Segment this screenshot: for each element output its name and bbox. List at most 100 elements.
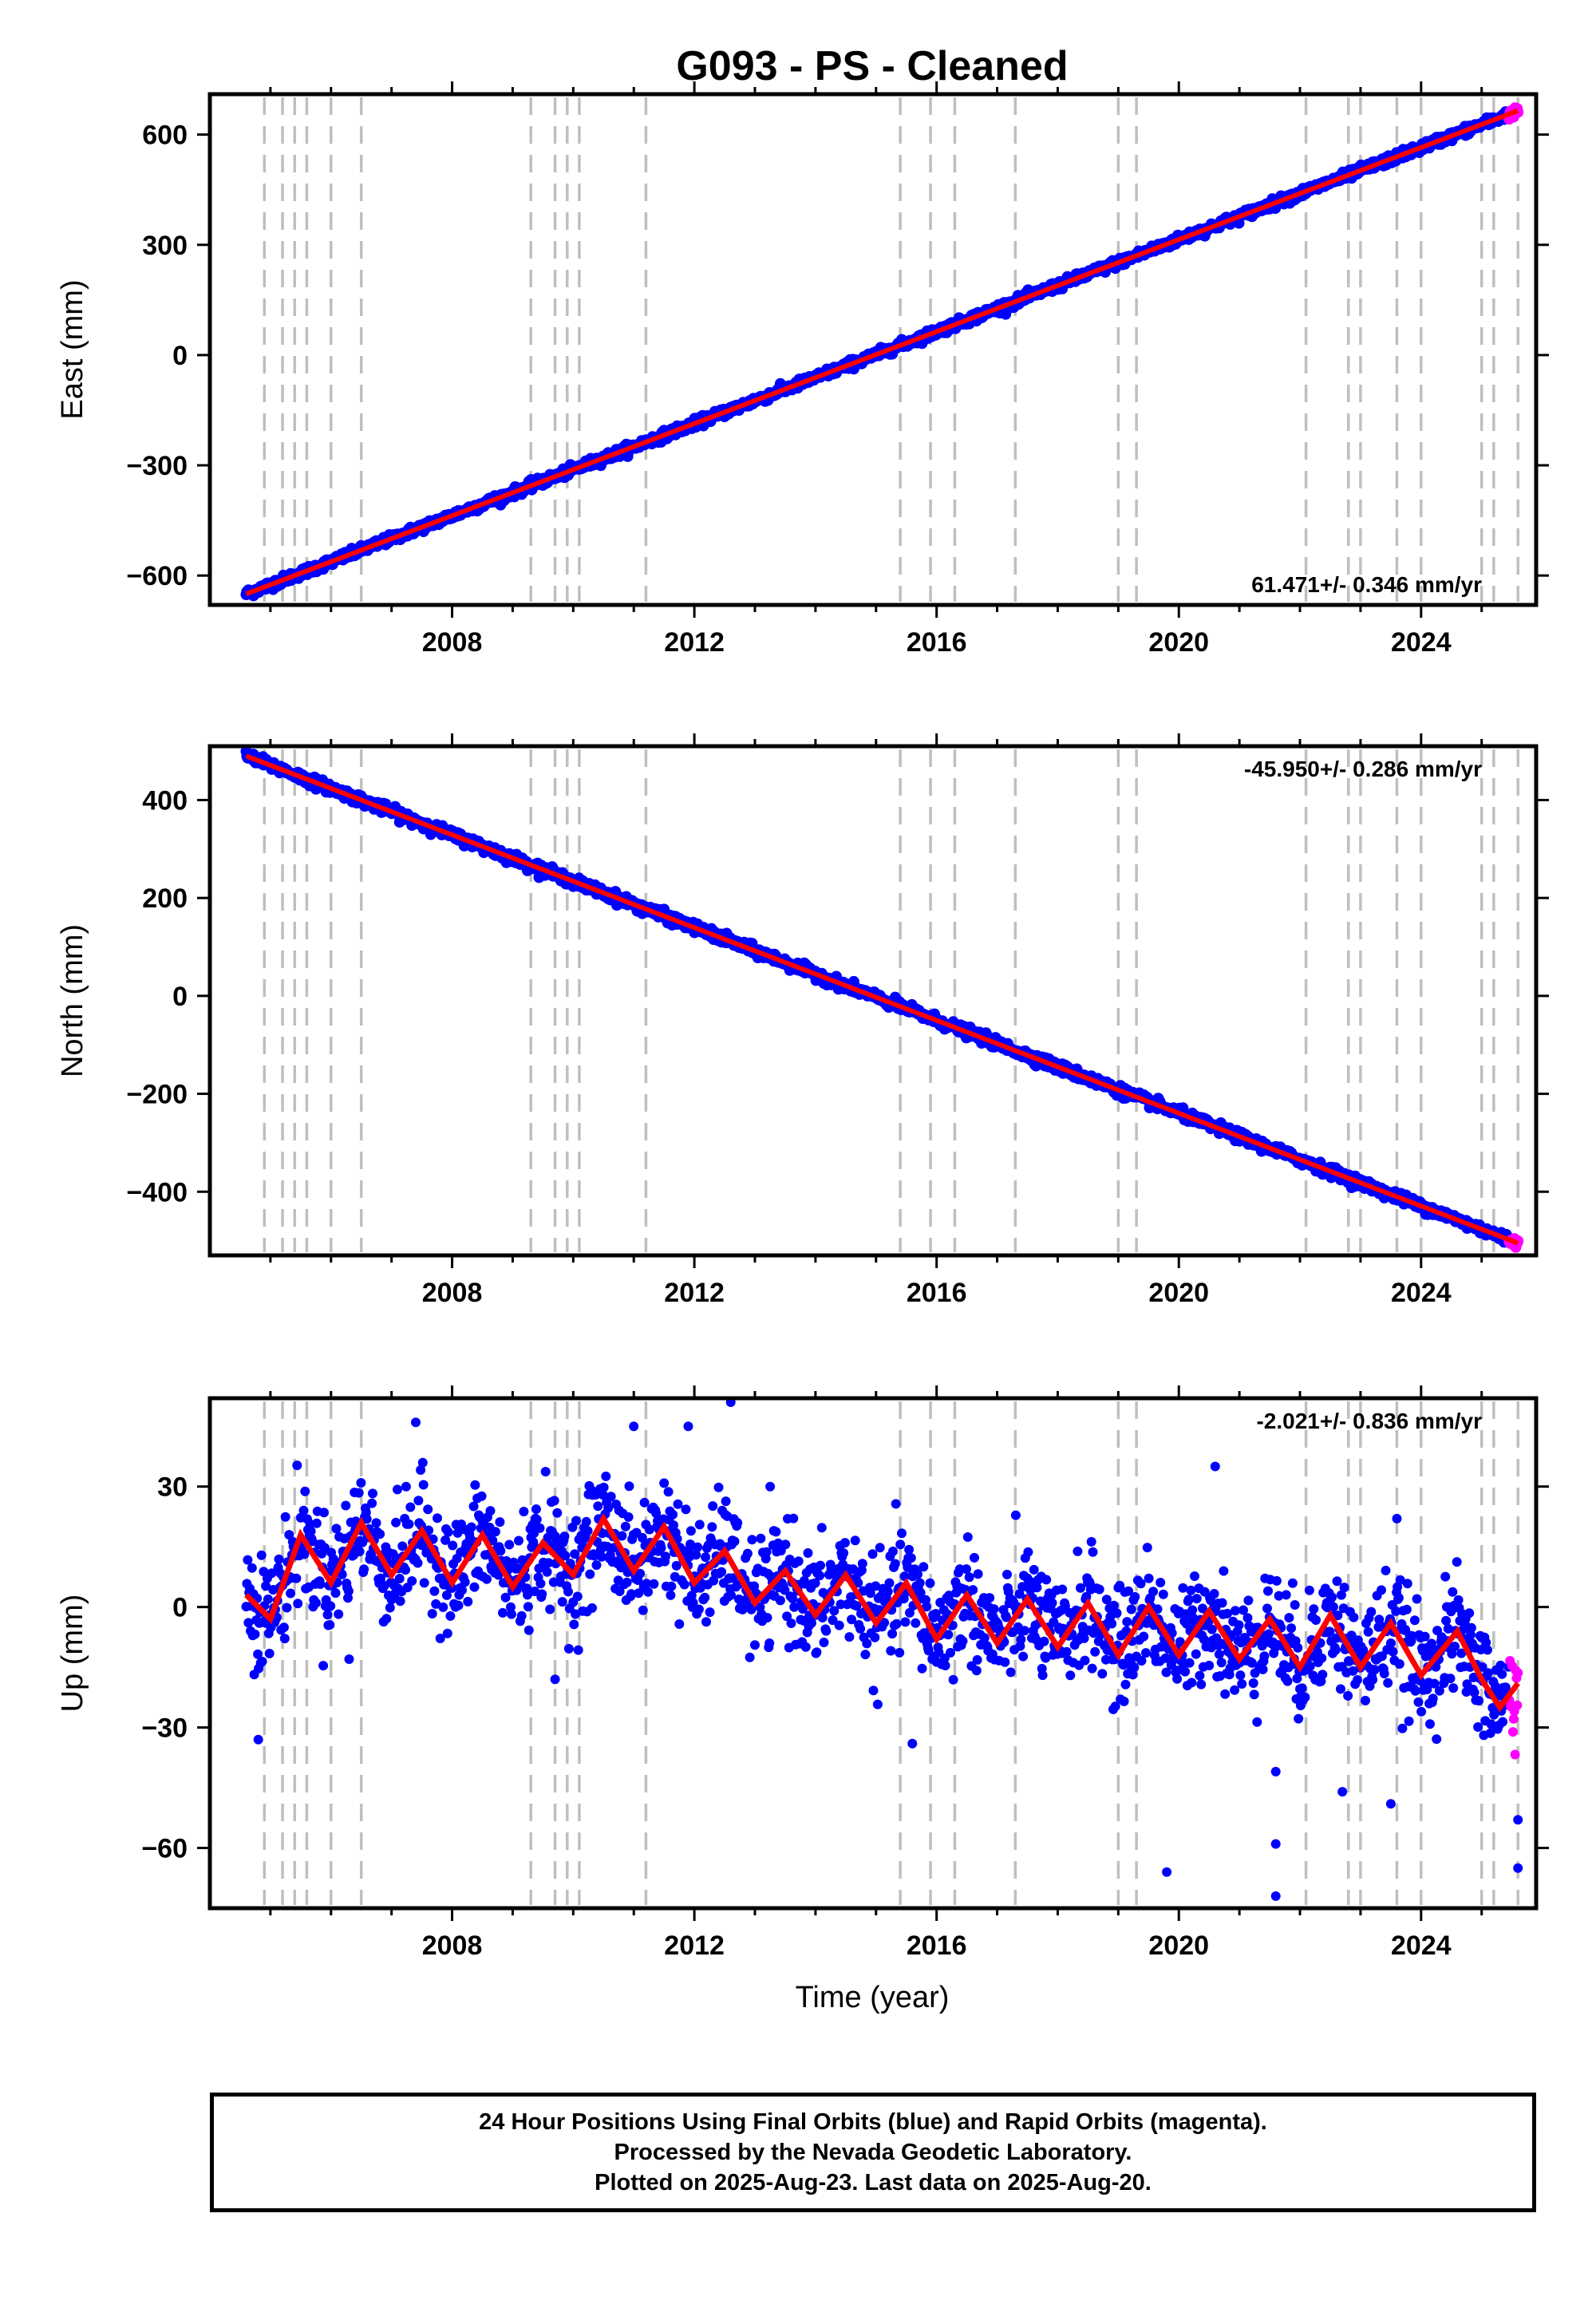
final-orbit-point	[979, 1633, 990, 1643]
final-orbit-point	[560, 1551, 571, 1561]
final-orbit-point	[476, 1491, 487, 1501]
final-orbit-point	[407, 1576, 417, 1586]
final-orbit-point	[870, 1632, 880, 1642]
final-orbit-point	[884, 1578, 895, 1588]
final-orbit-point	[243, 1618, 254, 1628]
y-tick-label: 0	[172, 982, 188, 1012]
final-orbit-point	[1156, 1578, 1166, 1587]
final-orbit-point	[367, 1498, 377, 1508]
final-orbit-point	[847, 1614, 857, 1625]
final-orbit-point	[393, 1484, 402, 1495]
final-orbit-point	[762, 1613, 772, 1622]
final-orbit-point	[591, 1560, 602, 1571]
final-orbit-point	[1005, 1667, 1016, 1678]
final-orbit-point	[603, 1503, 614, 1513]
final-orbit-point	[325, 1620, 335, 1630]
final-orbit-point	[701, 1617, 711, 1627]
final-orbit-point	[756, 1533, 766, 1543]
final-orbit-point	[413, 1558, 423, 1568]
final-orbit-point	[523, 1625, 534, 1635]
final-orbit-point	[470, 1480, 480, 1490]
final-orbit-point	[1014, 1589, 1025, 1599]
final-orbit-point	[656, 1543, 666, 1553]
final-orbit-point	[883, 1587, 893, 1597]
final-orbit-point	[498, 1607, 508, 1618]
final-orbit-point	[686, 1591, 697, 1601]
final-orbit-point	[457, 1585, 467, 1595]
final-orbit-point	[887, 1629, 898, 1639]
final-orbit-point	[469, 1582, 480, 1592]
final-orbit-point	[447, 1583, 457, 1593]
x-tick-label: 2008	[422, 1278, 483, 1308]
final-orbit-point	[895, 1539, 906, 1550]
final-orbit-point	[679, 1579, 689, 1590]
final-orbit-point	[311, 1598, 321, 1608]
final-orbit-point	[1065, 1670, 1076, 1681]
final-orbit-point	[839, 1548, 849, 1558]
final-orbit-point	[306, 1526, 316, 1536]
final-orbit-point	[839, 1538, 850, 1548]
event-lines	[263, 749, 1519, 1252]
final-orbit-point	[968, 1585, 978, 1595]
x-tick-label: 2012	[664, 627, 725, 658]
final-orbit-point	[1087, 1663, 1097, 1674]
final-orbit-point	[1057, 1584, 1068, 1595]
final-orbit-point	[788, 1594, 798, 1604]
final-orbit-point	[441, 1590, 452, 1600]
final-orbit-point	[523, 1602, 533, 1612]
final-orbit-point	[867, 1549, 878, 1559]
final-orbit-point	[256, 1550, 267, 1560]
final-orbit-point	[973, 1569, 983, 1579]
final-orbit-point	[789, 1602, 800, 1612]
final-orbit-point	[463, 1596, 473, 1607]
final-orbit-point	[891, 1499, 901, 1509]
final-orbit-point	[1120, 1679, 1131, 1690]
final-orbit-point	[572, 1591, 583, 1602]
final-orbit-point	[685, 1526, 696, 1536]
final-orbit-point	[1101, 1595, 1112, 1605]
final-orbit-point	[645, 1524, 654, 1535]
final-orbit-point	[962, 1532, 973, 1542]
final-orbit-point	[418, 1480, 429, 1490]
final-orbit-point	[424, 1525, 434, 1535]
final-orbit-point	[661, 1551, 670, 1562]
x-tick-label: 2020	[1148, 627, 1209, 658]
final-orbit-point	[844, 1632, 855, 1642]
final-orbit-point	[1041, 1653, 1051, 1663]
final-orbit-point	[829, 1606, 839, 1616]
final-orbit-point	[1161, 1667, 1171, 1678]
final-orbit-point	[709, 1575, 719, 1586]
final-orbit-point	[571, 1516, 581, 1526]
final-orbit-point	[542, 1567, 552, 1577]
final-orbit-point	[506, 1602, 516, 1612]
final-orbit-point	[263, 1594, 273, 1604]
final-orbit-point	[443, 1527, 453, 1537]
final-orbit-point	[1148, 1587, 1159, 1597]
final-orbit-point	[429, 1586, 440, 1596]
final-orbit-point	[642, 1579, 652, 1589]
final-orbit-point	[1090, 1646, 1100, 1657]
final-orbit-point	[639, 1497, 650, 1508]
final-orbit-point	[250, 1629, 260, 1639]
final-orbit-point	[989, 1604, 999, 1614]
final-orbit-point	[729, 1536, 740, 1547]
final-orbit-point	[585, 1569, 595, 1579]
final-orbit-point	[622, 1577, 632, 1587]
rate-label: -45.950+/- 0.286 mm/yr	[1244, 757, 1482, 781]
final-orbit-point	[468, 1501, 479, 1512]
final-orbit-point	[1115, 1580, 1125, 1591]
final-orbit-point	[606, 1492, 616, 1502]
final-orbit-point	[517, 1555, 527, 1565]
final-orbit-point	[381, 1614, 392, 1624]
final-orbit-point	[668, 1509, 678, 1520]
final-orbit-point	[705, 1607, 715, 1618]
final-orbit-point	[569, 1619, 579, 1630]
final-orbit-point	[1000, 1657, 1010, 1667]
final-orbit-point	[915, 1587, 926, 1598]
final-orbit-point	[543, 1558, 554, 1568]
final-orbit-point	[923, 1646, 934, 1656]
final-orbit-point	[821, 1626, 832, 1636]
final-orbit-point	[904, 1544, 915, 1555]
y-tick-label: 200	[142, 883, 188, 914]
final-orbit-point	[405, 1502, 416, 1512]
